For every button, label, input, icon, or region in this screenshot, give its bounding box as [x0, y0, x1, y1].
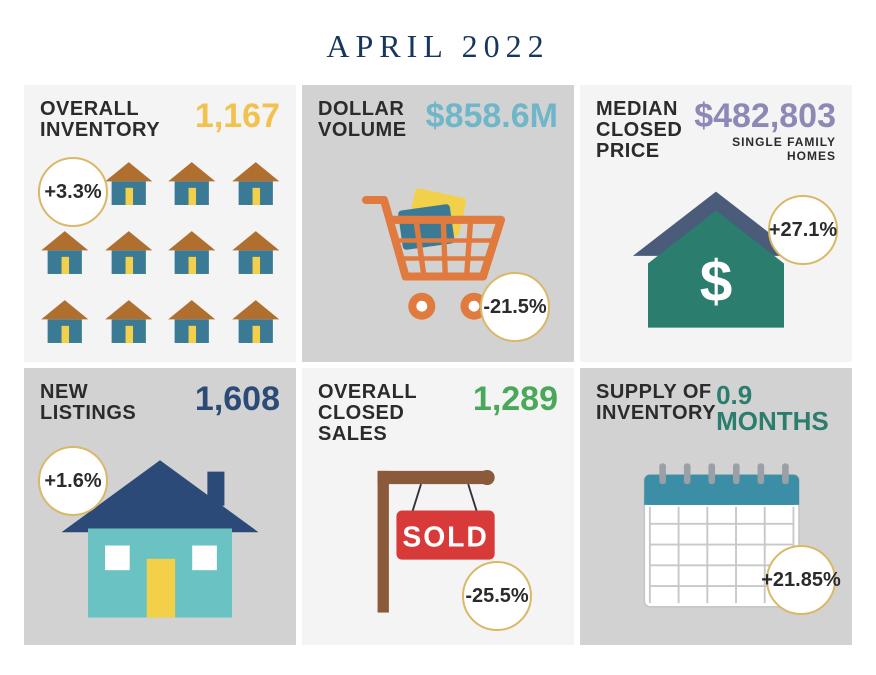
- mini-house-icon: [165, 151, 219, 214]
- card-value: 0.9 MONTHS: [716, 382, 836, 434]
- page-title: APRIL 2022: [0, 0, 876, 85]
- card-value: 1,608: [195, 382, 280, 416]
- stats-grid: OVERALLINVENTORY 1,167 +3.3%: [0, 85, 876, 645]
- card-value: 1,289: [473, 382, 558, 416]
- change-badge: +27.1%: [768, 195, 838, 265]
- mini-house-icon: [229, 220, 283, 283]
- mini-house-icon: [165, 220, 219, 283]
- card-value: $858.6M: [426, 99, 558, 133]
- card-value: $482,803: [694, 99, 836, 133]
- card-label: OVERALLINVENTORY: [40, 99, 160, 141]
- sold-sign-icon: SOLD: [302, 428, 574, 645]
- change-badge: -25.5%: [462, 561, 532, 631]
- card-new-listings: NEWLISTINGS 1,608 +1.6%: [24, 368, 296, 645]
- card-median-price: MEDIANCLOSED PRICE $482,803 SINGLE FAMIL…: [580, 85, 852, 362]
- svg-text:$: $: [700, 249, 733, 314]
- mini-house-icon: [38, 220, 92, 283]
- mini-house-icon: [38, 289, 92, 352]
- mini-house-icon: [229, 151, 283, 214]
- card-supply-inventory: SUPPLY OFINVENTORY 0.9 MONTHS +21.85%: [580, 368, 852, 645]
- card-label: NEWLISTINGS: [40, 382, 136, 424]
- card-value: 1,167: [195, 99, 280, 133]
- card-label: DOLLARVOLUME: [318, 99, 407, 141]
- mini-house-icon: [165, 289, 219, 352]
- mini-house-icon: [102, 289, 156, 352]
- svg-text:SOLD: SOLD: [402, 521, 488, 553]
- change-badge: +1.6%: [38, 446, 108, 516]
- mini-house-icon: [102, 151, 156, 214]
- mini-house-icon: [229, 289, 283, 352]
- card-closed-sales: OVERALLCLOSED SALES 1,289 -25.5% SOLD: [302, 368, 574, 645]
- card-label: SUPPLY OFINVENTORY: [596, 382, 716, 424]
- change-badge: +21.85%: [766, 545, 836, 615]
- card-dollar-volume: DOLLARVOLUME $858.6M -21.5%: [302, 85, 574, 362]
- change-badge: +3.3%: [38, 157, 108, 227]
- change-badge: -21.5%: [480, 272, 550, 342]
- card-overall-inventory: OVERALLINVENTORY 1,167 +3.3%: [24, 85, 296, 362]
- mini-house-icon: [102, 220, 156, 283]
